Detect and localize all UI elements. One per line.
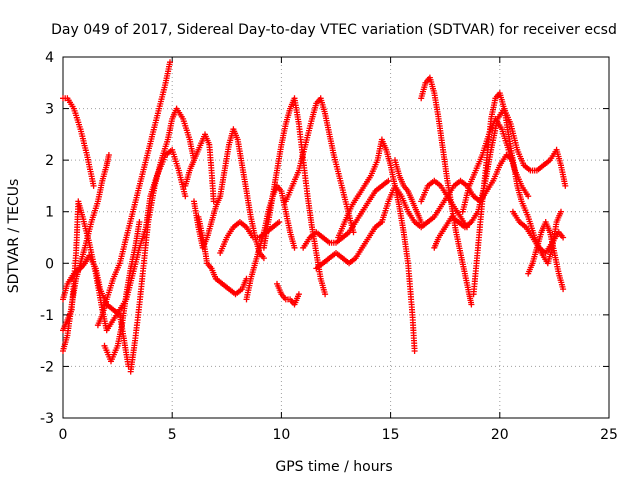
x-axis-label: GPS time / hours: [275, 459, 392, 475]
data-point-markers: [101, 219, 143, 365]
series-track-23: [418, 177, 470, 231]
series-track-21: [418, 74, 475, 308]
series-track-17: [313, 219, 385, 272]
y-tick-label: -3: [40, 411, 54, 427]
x-tick-label: 10: [272, 427, 290, 443]
x-tick-label: 0: [59, 427, 68, 443]
data-point-markers: [260, 95, 329, 298]
data-point-markers: [300, 177, 392, 251]
series-track-13: [260, 95, 329, 298]
x-tick-label: 25: [600, 427, 618, 443]
series-track-16: [300, 177, 392, 251]
y-axis-label: SDTVAR / TECUs: [6, 179, 22, 294]
y-tick-label: 3: [45, 102, 54, 118]
series-track-8: [182, 131, 217, 205]
data-point-markers: [60, 95, 97, 189]
y-tick-label: 2: [45, 153, 54, 169]
y-tick-label: 1: [45, 205, 54, 221]
series-track-27: [525, 219, 567, 293]
series-track-15: [282, 95, 357, 236]
data-point-markers: [335, 136, 418, 354]
data-point-markers: [418, 74, 475, 308]
y-tick-label: -1: [40, 308, 54, 324]
series-track-7: [127, 105, 197, 375]
data-point-markers: [470, 90, 564, 298]
data-point-markers: [127, 105, 197, 375]
data-point-markers: [282, 95, 357, 236]
data-points: [60, 59, 569, 375]
data-point-markers: [418, 177, 470, 231]
y-tick-label: 4: [45, 50, 54, 66]
series-track-18: [335, 136, 418, 354]
series-track-19: [392, 157, 425, 225]
x-tick-label: 20: [491, 427, 509, 443]
series-track-14: [274, 280, 302, 308]
series-track-5: [94, 59, 173, 329]
tick-labels: 0 5 10 15 20 25 -3 -2 -1 0 1 2 3 4: [40, 50, 618, 443]
y-tick-label: 0: [45, 256, 54, 272]
data-point-markers: [525, 219, 567, 293]
x-tick-label: 5: [168, 427, 177, 443]
series-track-1: [60, 95, 97, 189]
plot-frame: [62, 56, 610, 419]
series-track-9: [191, 126, 267, 262]
series-track-6: [101, 219, 143, 365]
data-point-markers: [195, 213, 250, 298]
data-point-markers: [274, 280, 302, 308]
x-tick-label: 15: [382, 427, 400, 443]
series-track-25: [470, 90, 564, 298]
data-point-markers: [191, 126, 267, 262]
data-point-markers: [182, 131, 217, 205]
data-point-markers: [94, 59, 173, 329]
y-tick-label: -2: [40, 359, 54, 375]
data-point-markers: [392, 157, 425, 225]
chart-title: Day 049 of 2017, Sidereal Day-to-day VTE…: [51, 22, 617, 38]
series-track-10: [195, 213, 250, 298]
data-point-markers: [313, 219, 385, 272]
